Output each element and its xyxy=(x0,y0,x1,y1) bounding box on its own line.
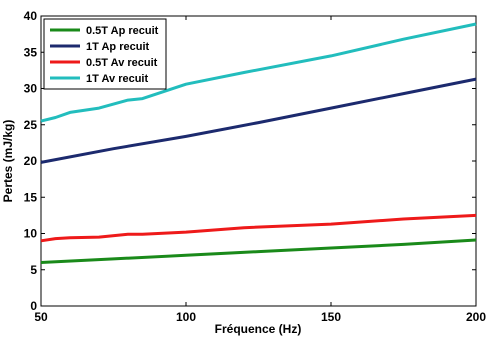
x-tick-label: 200 xyxy=(466,310,486,324)
legend-label: 1T Ap recuit xyxy=(86,41,149,53)
legend: 0.5T Ap recuit 1T Ap recuit 0.5T Av recuit… xyxy=(43,18,167,90)
y-tick-label: 35 xyxy=(24,45,38,59)
series-line-3 xyxy=(40,213,477,243)
series-lines xyxy=(40,22,477,264)
x-tick-label: 150 xyxy=(321,310,341,324)
y-tick-label: 0 xyxy=(30,299,37,313)
legend-label: 1T Av recuit xyxy=(86,73,148,85)
y-axis-label: Pertes (mJ/kg) xyxy=(1,120,15,203)
y-tick-label: 25 xyxy=(24,118,38,132)
series-line-2 xyxy=(40,77,477,164)
y-tick-label: 40 xyxy=(24,9,38,23)
y-tick-label: 10 xyxy=(24,227,38,241)
x-tick-label: 50 xyxy=(34,310,48,324)
legend-label: 0.5T Ap recuit xyxy=(86,25,159,37)
ticks: 0 5 10 15 20 25 30 35 40 50 100 150 200 xyxy=(24,9,487,324)
series-line-4 xyxy=(40,22,477,123)
series-line-1 xyxy=(40,238,477,264)
x-axis-label: Fréquence (Hz) xyxy=(215,322,302,336)
y-tick-label: 5 xyxy=(30,263,37,277)
y-tick-label: 20 xyxy=(24,154,38,168)
legend-label: 0.5T Av recuit xyxy=(86,57,158,69)
y-tick-label: 15 xyxy=(24,190,38,204)
y-tick-label: 30 xyxy=(24,82,38,96)
x-tick-label: 100 xyxy=(176,310,196,324)
